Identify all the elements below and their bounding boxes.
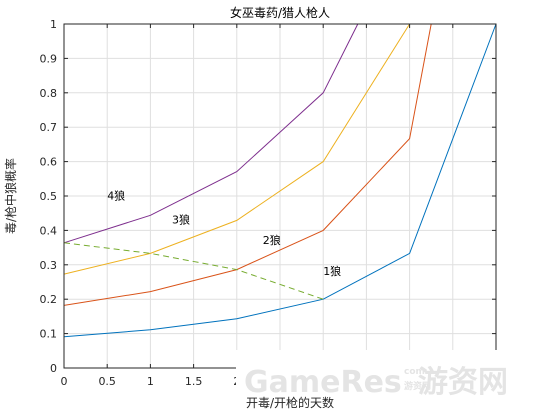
- series-group: [63, 23, 497, 338]
- annotation-label: 3狼: [172, 213, 190, 227]
- y-tick-label: 0.5: [40, 190, 58, 203]
- chart-title: 女巫毒药/猎人枪人: [230, 5, 330, 20]
- watermark-text: GameRes: [244, 365, 402, 400]
- series-line-3狼: [63, 23, 411, 275]
- y-tick-label: 0.9: [40, 52, 58, 65]
- x-tick-label: 0: [61, 375, 68, 388]
- y-tick-label: 0.3: [40, 259, 58, 272]
- y-tick-label: 0.7: [40, 121, 58, 134]
- series-line-4狼: [63, 23, 359, 244]
- watermark-panel: [236, 350, 551, 410]
- watermark-small-top: com: [404, 367, 425, 377]
- watermark-cn: 游资网: [418, 365, 508, 400]
- x-tick-label: 1: [147, 375, 154, 388]
- y-axis-label: 毒/枪中狼概率: [3, 158, 18, 234]
- y-tick-label: 0.8: [40, 87, 58, 100]
- annotation-label: 2狼: [263, 233, 281, 247]
- watermark-banner: 开毒/开枪的天数 GameRes com 游资网 游资网: [236, 350, 551, 410]
- y-tick-label: 0.6: [40, 156, 58, 169]
- y-tick-label: 0: [50, 362, 57, 375]
- y-tick-label: 0.1: [40, 328, 58, 341]
- y-tick-label: 0.4: [40, 224, 58, 237]
- series-line-1狼: [63, 23, 497, 338]
- series-line-2狼: [63, 23, 432, 306]
- x-tick-label: 1.5: [185, 375, 203, 388]
- x-tick-label: 0.5: [98, 375, 116, 388]
- ticks: 00.511.522.533.544.5500.10.20.30.40.50.6…: [40, 18, 500, 388]
- series-line-dashed-4: [63, 242, 324, 300]
- watermark-small-bottom: 游资网: [404, 380, 431, 392]
- grid: [64, 24, 496, 368]
- y-tick-label: 1: [50, 18, 57, 31]
- annotation-label: 4狼: [107, 188, 125, 202]
- x-axis-label: 开毒/开枪的天数: [246, 395, 334, 410]
- annotation-label: 1狼: [323, 264, 341, 278]
- y-tick-label: 0.2: [40, 293, 58, 306]
- annotations: 4狼 3狼 2狼 1狼: [107, 188, 341, 278]
